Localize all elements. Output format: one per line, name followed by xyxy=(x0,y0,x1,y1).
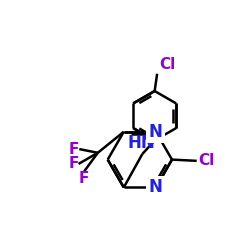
Text: Cl: Cl xyxy=(198,153,214,168)
Text: F: F xyxy=(69,142,79,156)
Text: HN: HN xyxy=(127,134,155,152)
Text: F: F xyxy=(68,156,78,172)
Text: N: N xyxy=(149,123,163,141)
Text: F: F xyxy=(79,171,90,186)
Text: N: N xyxy=(149,178,163,196)
Text: Cl: Cl xyxy=(160,58,176,72)
